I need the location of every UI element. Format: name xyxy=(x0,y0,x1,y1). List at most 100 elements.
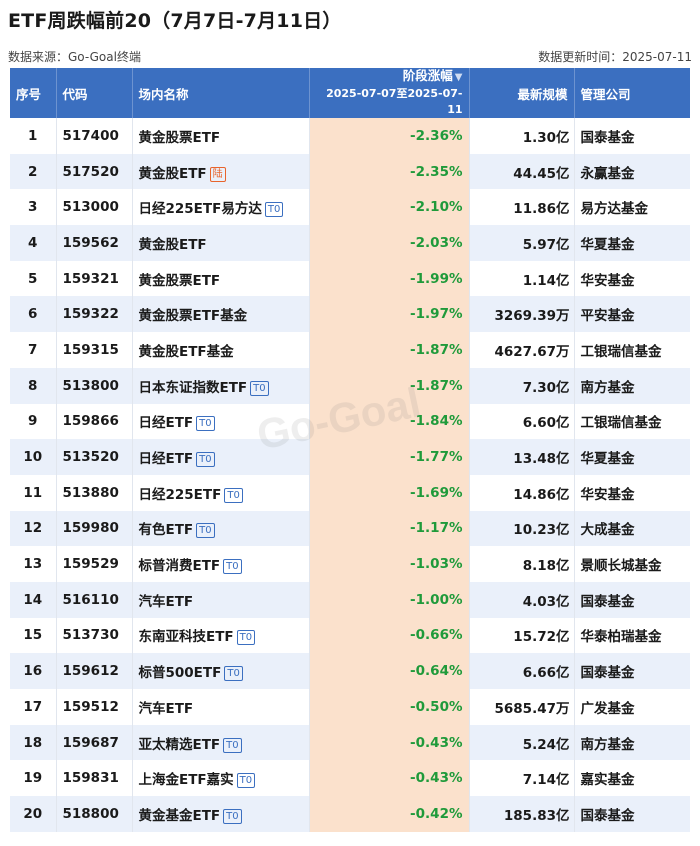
table-row[interactable]: 15 513730 东南亚科技ETF T0 -0.66% 15.72亿 华泰柏瑞基金 xyxy=(10,617,690,654)
table-row[interactable]: 9 159866 日经ETF T0 -1.84% 6.60亿 工银瑞信基金 xyxy=(10,403,690,440)
cell-name: 黄金股ETF xyxy=(132,225,310,261)
col-header-code[interactable]: 代码 xyxy=(56,68,133,118)
cell-name: 亚太精选ETF T0 xyxy=(132,724,310,761)
cell-name: 日经ETF T0 xyxy=(132,439,310,475)
cell-name: 日经ETF T0 xyxy=(132,403,310,440)
fund-name[interactable]: 日经ETF xyxy=(138,451,194,468)
cell-code: 159322 xyxy=(56,296,133,333)
cell-change: -1.17% xyxy=(309,510,470,547)
cell-change: -1.84% xyxy=(309,403,470,440)
table-row[interactable]: 2 517520 黄金股ETF 陆 -2.35% 44.45亿 永赢基金 xyxy=(10,153,690,190)
fund-name[interactable]: 标普消费ETF xyxy=(138,558,221,575)
col-header-index[interactable]: 序号 xyxy=(10,68,57,118)
col-header-name[interactable]: 场内名称 xyxy=(132,68,310,118)
cell-code: 159562 xyxy=(56,225,133,261)
table-row[interactable]: 13 159529 标普消费ETF T0 -1.03% 8.18亿 景顺长城基金 xyxy=(10,546,690,582)
table-row[interactable]: 5 159321 黄金股票ETF -1.99% 1.14亿 华安基金 xyxy=(10,260,690,297)
cell-code: 513520 xyxy=(56,439,133,475)
col-header-change[interactable]: 阶段涨幅 ▼ 2025-07-07至2025-07-11 xyxy=(309,68,470,118)
cell-code: 159529 xyxy=(56,546,133,582)
fund-name[interactable]: 汽车ETF xyxy=(138,593,194,610)
t0-badge: T0 xyxy=(264,202,284,218)
cell-company: 国泰基金 xyxy=(580,665,635,682)
cell-scale: 10.23亿 xyxy=(469,510,575,547)
fund-name[interactable]: 黄金基金ETF xyxy=(138,807,221,824)
fund-name[interactable]: 黄金股票ETF基金 xyxy=(138,308,248,325)
table-row[interactable]: 17 159512 汽车ETF -0.50% 5685.47万 广发基金 xyxy=(10,689,690,725)
table-row[interactable]: 19 159831 上海金ETF嘉实 T0 -0.43% 7.14亿 嘉实基金 xyxy=(10,760,690,797)
cell-scale: 14.86亿 xyxy=(469,474,575,511)
cell-name: 上海金ETF嘉实 T0 xyxy=(132,760,310,797)
cell-scale: 8.18亿 xyxy=(469,546,575,582)
fund-name[interactable]: 日经ETF xyxy=(138,415,194,432)
table-row[interactable]: 3 513000 日经225ETF易方达 T0 -2.10% 11.86亿 易方达基金 xyxy=(10,189,690,226)
cell-change: -2.10% xyxy=(309,189,470,226)
fund-name[interactable]: 黄金股票ETF xyxy=(138,129,221,146)
table-row[interactable]: 16 159612 标普500ETF T0 -0.64% 6.66亿 国泰基金 xyxy=(10,653,690,689)
table-row[interactable]: 12 159980 有色ETF T0 -1.17% 10.23亿 大成基金 xyxy=(10,510,690,547)
cell-index: 17 xyxy=(10,689,57,725)
table-row[interactable]: 20 518800 黄金基金ETF T0 -0.42% 185.83亿 国泰基金 xyxy=(10,796,690,832)
cell-name: 日本东证指数ETF T0 xyxy=(132,367,310,404)
table-row[interactable]: 10 513520 日经ETF T0 -1.77% 13.48亿 华夏基金 xyxy=(10,439,690,475)
table-row[interactable]: 1 517400 黄金股票ETF -2.36% 1.30亿 国泰基金 xyxy=(10,118,690,154)
table-row[interactable]: 7 159315 黄金股ETF基金 -1.87% 4627.67万 工银瑞信基金 xyxy=(10,332,690,368)
fund-name[interactable]: 东南亚科技ETF xyxy=(138,629,234,646)
fund-name[interactable]: 黄金股ETF xyxy=(138,165,207,182)
cell-name: 黄金股票ETF xyxy=(132,260,310,297)
table-row[interactable]: 18 159687 亚太精选ETF T0 -0.43% 5.24亿 南方基金 xyxy=(10,724,690,761)
cell-company: 平安基金 xyxy=(580,308,635,325)
cell-index: 14 xyxy=(10,581,57,618)
filter-triangle-icon[interactable]: ▼ xyxy=(454,72,463,83)
table-row[interactable]: 11 513880 日经225ETF T0 -1.69% 14.86亿 华安基金 xyxy=(10,474,690,511)
cell-company: 华安基金 xyxy=(580,272,635,289)
cell-index: 7 xyxy=(10,332,57,368)
fund-name[interactable]: 亚太精选ETF xyxy=(138,736,221,753)
cell-index: 18 xyxy=(10,724,57,761)
cell-scale: 1.14亿 xyxy=(469,260,575,297)
cell-company: 工银瑞信基金 xyxy=(580,343,662,360)
cell-company: 华安基金 xyxy=(580,486,635,503)
cell-scale: 4627.67万 xyxy=(469,332,575,368)
table-row[interactable]: 4 159562 黄金股ETF -2.03% 5.97亿 华夏基金 xyxy=(10,225,690,261)
cell-change: -1.97% xyxy=(309,296,470,333)
table-row[interactable]: 14 516110 汽车ETF -1.00% 4.03亿 国泰基金 xyxy=(10,581,690,618)
cell-code: 159687 xyxy=(56,724,133,761)
fund-name[interactable]: 日经225ETF xyxy=(138,486,222,503)
cell-code: 159315 xyxy=(56,332,133,368)
update-time: 数据更新时间：2025-07-11 xyxy=(538,50,692,64)
cell-code: 159866 xyxy=(56,403,133,440)
col-header-scale[interactable]: 最新规模 xyxy=(469,68,575,118)
cell-company: 华夏基金 xyxy=(580,236,635,253)
fund-name[interactable]: 日本东证指数ETF xyxy=(138,379,248,396)
fund-name[interactable]: 黄金股ETF xyxy=(138,236,207,253)
cell-code: 159612 xyxy=(56,653,133,689)
fund-name[interactable]: 标普500ETF xyxy=(138,665,222,682)
col-header-change-range: 2025-07-07至2025-07-11 xyxy=(326,87,463,116)
fund-name[interactable]: 汽车ETF xyxy=(138,700,194,717)
cell-name: 黄金股票ETF xyxy=(132,118,310,154)
cell-company: 大成基金 xyxy=(580,522,635,539)
col-header-company[interactable]: 管理公司 xyxy=(580,86,631,102)
fund-name[interactable]: 黄金股ETF基金 xyxy=(138,343,234,360)
fund-name[interactable]: 上海金ETF嘉实 xyxy=(138,772,234,789)
table-row[interactable]: 8 513800 日本东证指数ETF T0 -1.87% 7.30亿 南方基金 xyxy=(10,367,690,404)
cell-company: 工银瑞信基金 xyxy=(580,415,662,432)
fund-name[interactable]: 黄金股票ETF xyxy=(138,272,221,289)
cell-index: 6 xyxy=(10,296,57,333)
cell-name: 标普消费ETF T0 xyxy=(132,546,310,582)
cell-scale: 6.66亿 xyxy=(469,653,575,689)
cell-scale: 185.83亿 xyxy=(469,796,575,832)
cell-index: 3 xyxy=(10,189,57,226)
cell-change: -1.03% xyxy=(309,546,470,582)
cell-scale: 7.30亿 xyxy=(469,367,575,404)
t0-badge: T0 xyxy=(236,630,256,646)
cell-index: 15 xyxy=(10,617,57,654)
table-row[interactable]: 6 159322 黄金股票ETF基金 -1.97% 3269.39万 平安基金 xyxy=(10,296,690,333)
fund-name[interactable]: 有色ETF xyxy=(138,522,194,539)
cell-change: -0.43% xyxy=(309,760,470,797)
cell-company: 易方达基金 xyxy=(580,201,649,218)
col-header-change-label: 阶段涨幅 xyxy=(402,68,453,83)
fund-name[interactable]: 日经225ETF易方达 xyxy=(138,201,262,218)
t0-badge: T0 xyxy=(196,523,215,539)
